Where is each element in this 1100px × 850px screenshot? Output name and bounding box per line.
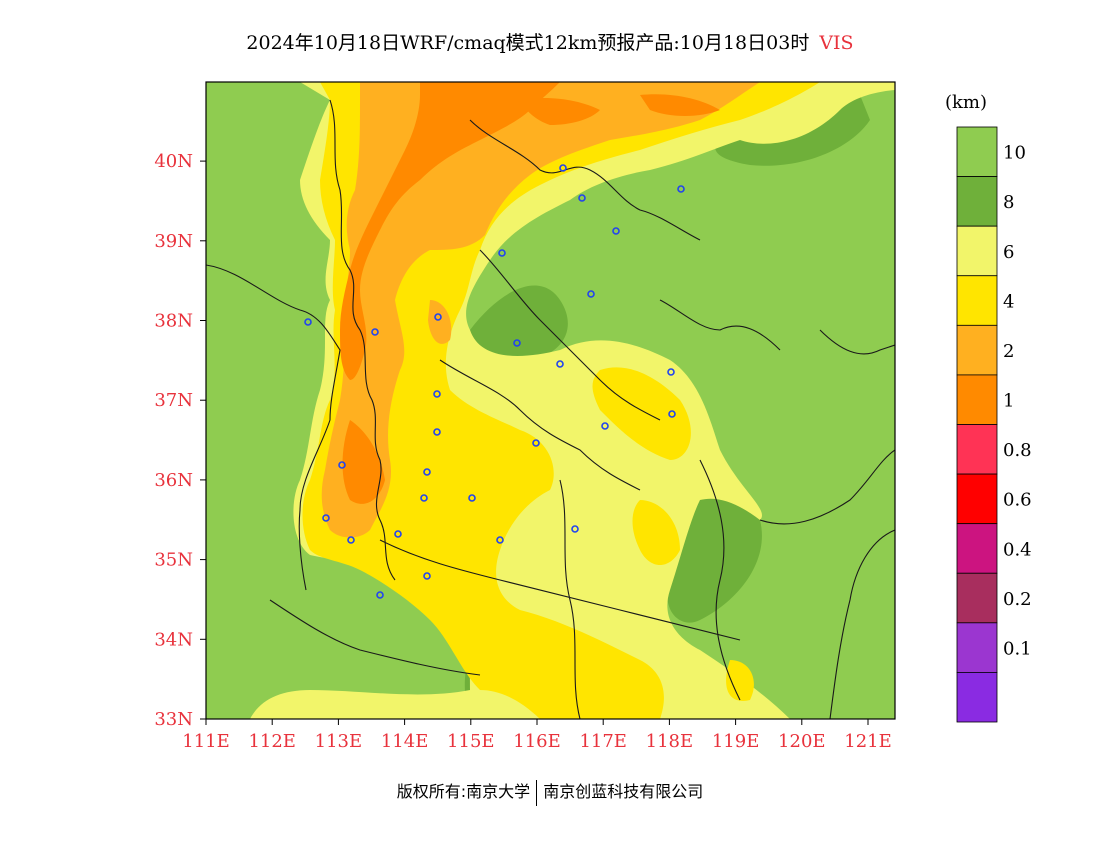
colorbar-swatch	[956, 324, 998, 376]
vis-region-8-10	[300, 95, 870, 719]
lon-tick-label: 115E	[447, 731, 495, 752]
lat-tick-label: 39N	[154, 231, 193, 252]
lat-tick-label: 34N	[154, 629, 193, 650]
colorbar-label: 0.1	[1003, 638, 1032, 659]
lon-tick-label: 117E	[579, 731, 627, 752]
lon-tick-label: 112E	[248, 731, 296, 752]
lat-tick-label: 33N	[154, 709, 193, 730]
latitude-axis: 33N 34N 35N 36N 37N 38N 39N 40N	[154, 151, 206, 730]
colorbar-label: 0.8	[1003, 440, 1032, 461]
lon-tick-label: 118E	[646, 731, 694, 752]
colorbar-label: 0.4	[1003, 539, 1032, 560]
colorbar-swatch	[956, 572, 998, 624]
colorbar-label: 4	[1003, 291, 1014, 312]
colorbar-swatch	[956, 523, 998, 574]
lon-tick-label: 116E	[513, 731, 561, 752]
colorbar-swatch	[956, 473, 998, 525]
colorbar-label: 6	[1003, 242, 1014, 263]
lon-tick-label: 114E	[381, 731, 429, 752]
colorbar-label: 10	[1003, 143, 1026, 164]
lat-tick-label: 36N	[154, 470, 193, 491]
vis-region-1-2	[340, 82, 720, 504]
colorbar-label: 1	[1003, 391, 1014, 412]
lon-tick-label: 119E	[712, 731, 760, 752]
colorbar	[956, 126, 998, 723]
colorbar-label: 8	[1003, 192, 1014, 213]
lat-tick-label: 40N	[154, 151, 193, 172]
colorbar-swatch	[956, 225, 998, 277]
colorbar-label: 0.6	[1003, 490, 1032, 511]
colorbar-label: 2	[1003, 341, 1014, 362]
lon-tick-label: 113E	[315, 731, 363, 752]
colorbar-swatch	[956, 126, 998, 177]
lat-tick-label: 37N	[154, 390, 193, 411]
city-markers	[304, 164, 685, 599]
credit-separator	[536, 779, 538, 806]
colorbar-swatch	[956, 672, 998, 723]
title-text: 2024年10月18日WRF/cmaq模式12km预报产品:10月18日03时	[246, 32, 810, 54]
colorbar-swatch	[956, 424, 998, 475]
vis-region-2-4	[321, 82, 760, 538]
colorbar-labels: 10 8 6 4 2 1 0.8 0.6 0.4 0.2 0.1	[1003, 143, 1032, 660]
lon-tick-label: 121E	[844, 731, 892, 752]
longitude-axis: 111E 112E 113E 114E 115E 116E 117E 118E 119E 120E…	[182, 719, 892, 752]
colorbar-unit: (km)	[945, 92, 987, 113]
lon-tick-label: 111E	[182, 731, 230, 752]
colorbar-swatch	[956, 275, 998, 326]
lat-tick-label: 35N	[154, 550, 193, 571]
colorbar-label: 0.2	[1003, 589, 1032, 610]
colorbar-swatch	[956, 176, 998, 227]
variable-label: VIS	[819, 32, 854, 54]
province-boundaries	[206, 99, 895, 719]
colorbar-swatch	[956, 622, 998, 673]
credit-left: 版权所有:南京大学	[396, 782, 531, 801]
credit-right: 南京创蓝科技有限公司	[543, 782, 704, 801]
map-field	[206, 82, 895, 719]
colorbar-swatch	[956, 374, 998, 425]
credits: 版权所有:南京大学 南京创蓝科技有限公司	[0, 778, 1100, 806]
lat-tick-label: 38N	[154, 311, 193, 332]
chart-title: 2024年10月18日WRF/cmaq模式12km预报产品:10月18日03时 V…	[0, 28, 1100, 55]
lon-tick-label: 120E	[778, 731, 826, 752]
